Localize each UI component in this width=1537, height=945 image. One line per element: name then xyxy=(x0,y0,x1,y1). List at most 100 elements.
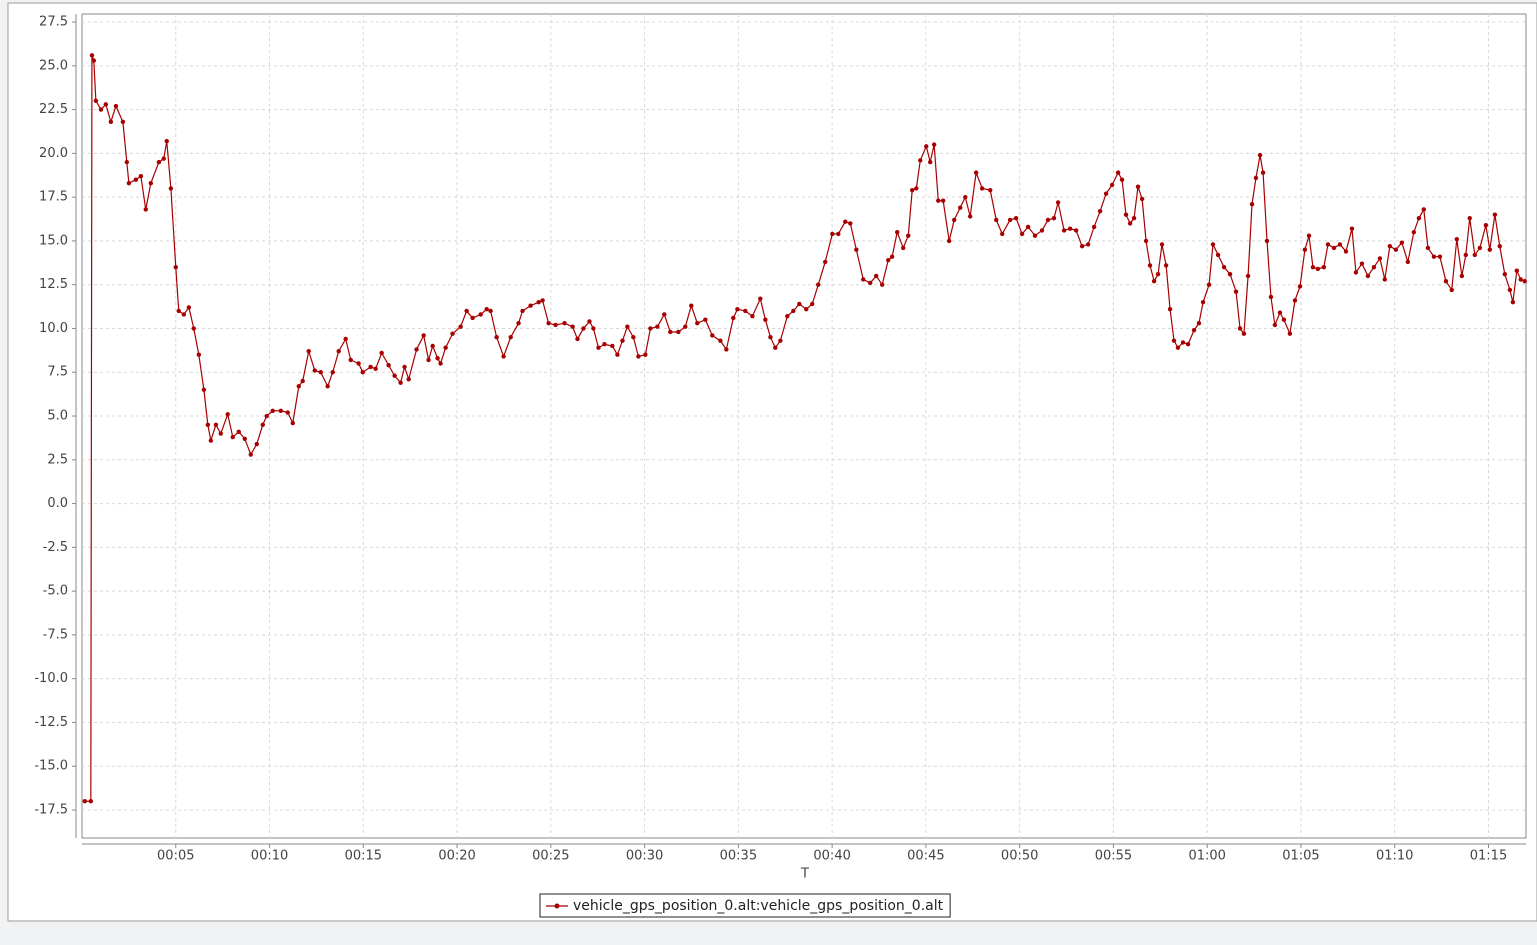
data-point xyxy=(631,335,636,340)
data-point xyxy=(918,158,923,163)
data-point xyxy=(488,308,493,314)
data-point xyxy=(1514,268,1520,273)
data-point xyxy=(438,361,443,366)
data-point xyxy=(1227,271,1233,277)
data-point xyxy=(1119,177,1125,182)
data-point xyxy=(1507,287,1513,293)
data-point xyxy=(1135,184,1141,189)
data-point xyxy=(264,413,269,419)
data-point xyxy=(484,307,489,312)
data-point xyxy=(430,343,435,349)
data-point xyxy=(98,107,104,112)
data-point xyxy=(201,387,207,392)
data-point xyxy=(906,233,911,238)
data-point xyxy=(1522,278,1527,284)
data-point xyxy=(458,324,463,329)
data-point xyxy=(1115,170,1121,175)
data-point xyxy=(643,352,648,357)
data-point xyxy=(164,138,169,144)
y-tick-label: 10.0 xyxy=(39,321,68,336)
data-point xyxy=(596,345,601,350)
data-point xyxy=(173,264,178,270)
data-point xyxy=(620,338,625,343)
data-point xyxy=(768,335,773,340)
data-point xyxy=(668,329,673,335)
data-point xyxy=(1431,254,1437,259)
x-tick-label: 00:25 xyxy=(532,849,569,864)
data-point xyxy=(1287,331,1293,336)
data-point xyxy=(758,296,763,301)
x-tick-label: 00:50 xyxy=(1001,849,1038,864)
data-point xyxy=(1467,215,1472,221)
y-tick-label: 15.0 xyxy=(39,233,68,248)
data-point xyxy=(1377,256,1383,261)
data-point xyxy=(581,326,586,331)
data-point xyxy=(958,205,963,210)
data-point xyxy=(562,321,567,326)
data-point xyxy=(1310,264,1316,270)
data-point xyxy=(895,229,900,235)
data-point xyxy=(1139,196,1145,202)
x-tick-label: 00:15 xyxy=(345,849,382,864)
y-tick-label: 25.0 xyxy=(39,58,68,73)
data-point xyxy=(120,119,126,125)
data-point xyxy=(1067,226,1073,231)
data-point xyxy=(1510,300,1516,305)
data-point xyxy=(325,384,330,389)
data-point xyxy=(414,347,419,352)
data-point xyxy=(854,247,859,252)
data-point xyxy=(575,336,580,342)
data-point xyxy=(285,410,290,415)
data-point xyxy=(290,420,295,426)
data-point xyxy=(553,322,558,328)
data-point xyxy=(861,277,866,282)
data-point xyxy=(625,324,630,329)
data-point xyxy=(963,194,968,200)
data-point xyxy=(1497,243,1502,249)
data-point xyxy=(103,102,109,107)
data-point xyxy=(936,198,941,203)
data-point xyxy=(1180,340,1186,345)
data-point xyxy=(655,324,660,329)
data-point xyxy=(406,377,411,382)
data-point xyxy=(1206,282,1212,287)
data-point xyxy=(89,53,95,58)
data-point xyxy=(508,335,513,340)
data-point xyxy=(816,282,821,287)
data-point xyxy=(636,354,641,359)
y-tick-label: -10.0 xyxy=(34,671,68,686)
data-point xyxy=(464,308,469,314)
x-tick-label: 00:30 xyxy=(626,849,663,864)
data-point xyxy=(910,187,915,193)
y-tick-label: 7.5 xyxy=(47,365,68,380)
data-point xyxy=(191,326,196,331)
y-tick-label: 27.5 xyxy=(39,15,68,30)
data-point xyxy=(108,119,114,125)
data-point xyxy=(1215,252,1221,258)
data-point xyxy=(270,408,275,413)
data-point xyxy=(1421,207,1426,212)
data-point xyxy=(931,142,937,147)
data-point xyxy=(1007,217,1013,223)
x-axis-title: T xyxy=(800,867,809,882)
data-point xyxy=(1399,240,1405,245)
x-tick-label: 01:00 xyxy=(1188,849,1225,864)
data-point xyxy=(386,363,391,368)
legend-box xyxy=(539,893,951,918)
data-point xyxy=(236,429,241,434)
data-point xyxy=(1097,208,1103,214)
data-point xyxy=(874,273,879,279)
data-point xyxy=(546,321,551,326)
data-point xyxy=(1241,331,1247,336)
data-point xyxy=(124,159,130,165)
data-point xyxy=(1109,182,1115,188)
data-point xyxy=(695,321,700,326)
data-point xyxy=(1185,342,1191,347)
data-point xyxy=(82,799,88,804)
data-point xyxy=(312,368,317,373)
data-point xyxy=(988,187,993,193)
y-tick-label: -2.5 xyxy=(43,540,68,555)
data-point xyxy=(952,217,957,223)
data-point xyxy=(196,352,202,357)
